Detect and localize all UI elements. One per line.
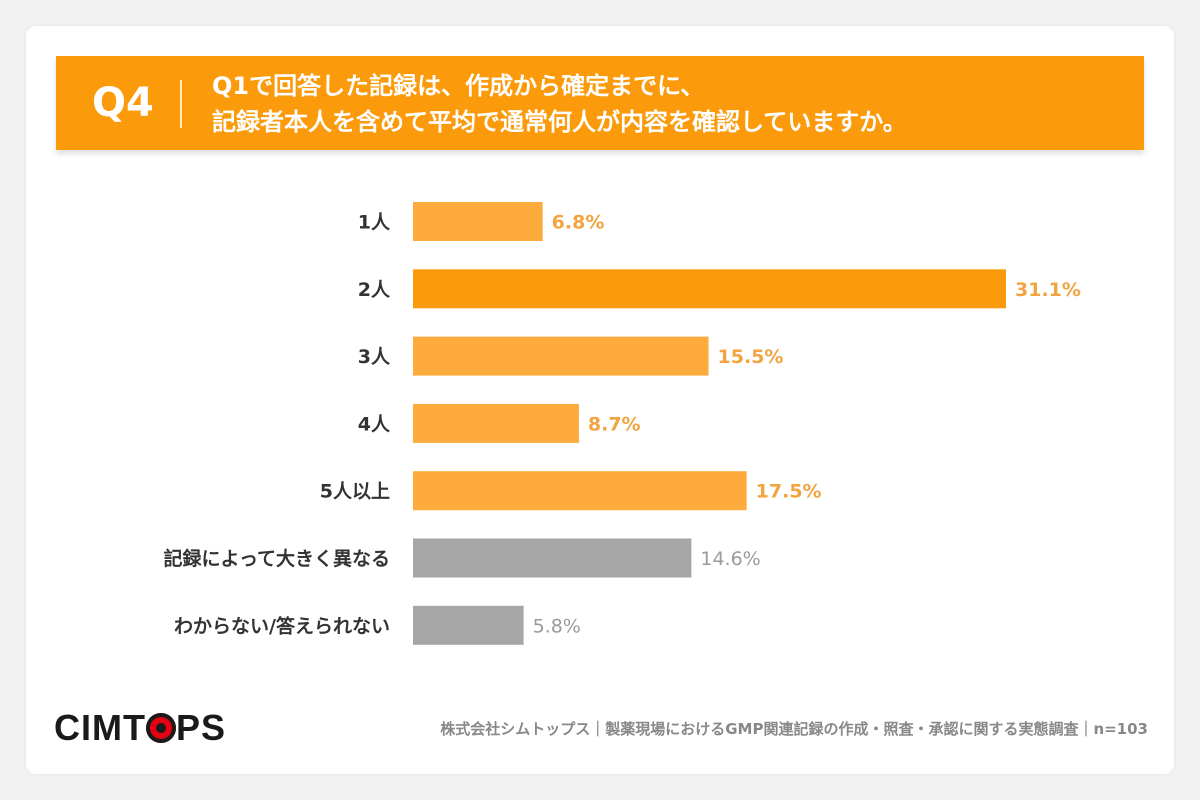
bar-7 bbox=[413, 605, 524, 645]
value-label-7: 5.8% bbox=[533, 615, 581, 637]
value-label-5: 17.5% bbox=[756, 481, 822, 503]
logo-text-right: PS bbox=[175, 707, 227, 748]
footer-note: 株式会社シムトップス｜製薬現場におけるGMP関連記録の作成・照査・承認に関する実… bbox=[440, 720, 1148, 738]
category-label-3: 3人 bbox=[358, 346, 391, 368]
logo-text-left: CIMT bbox=[54, 707, 146, 748]
category-label-4: 4人 bbox=[358, 413, 391, 435]
bar-2 bbox=[413, 269, 1006, 309]
value-label-4: 8.7% bbox=[588, 413, 641, 435]
card-background bbox=[26, 26, 1174, 774]
value-label-1: 6.8% bbox=[552, 212, 605, 234]
question-banner: Q4 Q1で回答した記録は、作成から確定までに、 記録者本人を含めて平均で通常何… bbox=[56, 56, 1144, 150]
question-line-1: Q1で回答した記録は、作成から確定までに、 bbox=[212, 72, 705, 100]
bar-3 bbox=[413, 336, 709, 376]
category-label-5: 5人以上 bbox=[320, 481, 390, 503]
value-label-3: 15.5% bbox=[718, 346, 784, 368]
question-text: Q1で回答した記録は、作成から確定までに、 記録者本人を含めて平均で通常何人が内… bbox=[212, 68, 907, 140]
category-label-7: わからない/答えられない bbox=[174, 614, 390, 637]
cimtops-logo: CIMT PS bbox=[54, 708, 226, 748]
bar-1 bbox=[413, 202, 543, 241]
question-separator bbox=[180, 80, 182, 128]
category-label-2: 2人 bbox=[358, 279, 391, 301]
category-label-6: 記録によって大きく異なる bbox=[164, 547, 390, 570]
bar-4 bbox=[413, 403, 579, 443]
category-label-1: 1人 bbox=[358, 212, 391, 234]
bar-5 bbox=[413, 471, 747, 511]
value-label-2: 31.1% bbox=[1015, 279, 1081, 301]
value-label-6: 14.6% bbox=[700, 548, 760, 570]
question-line-2: 記録者本人を含めて平均で通常何人が内容を確認していますか。 bbox=[212, 108, 907, 136]
logo-o-icon bbox=[145, 713, 176, 743]
question-number: Q4 bbox=[92, 80, 154, 126]
bar-6 bbox=[413, 538, 692, 578]
